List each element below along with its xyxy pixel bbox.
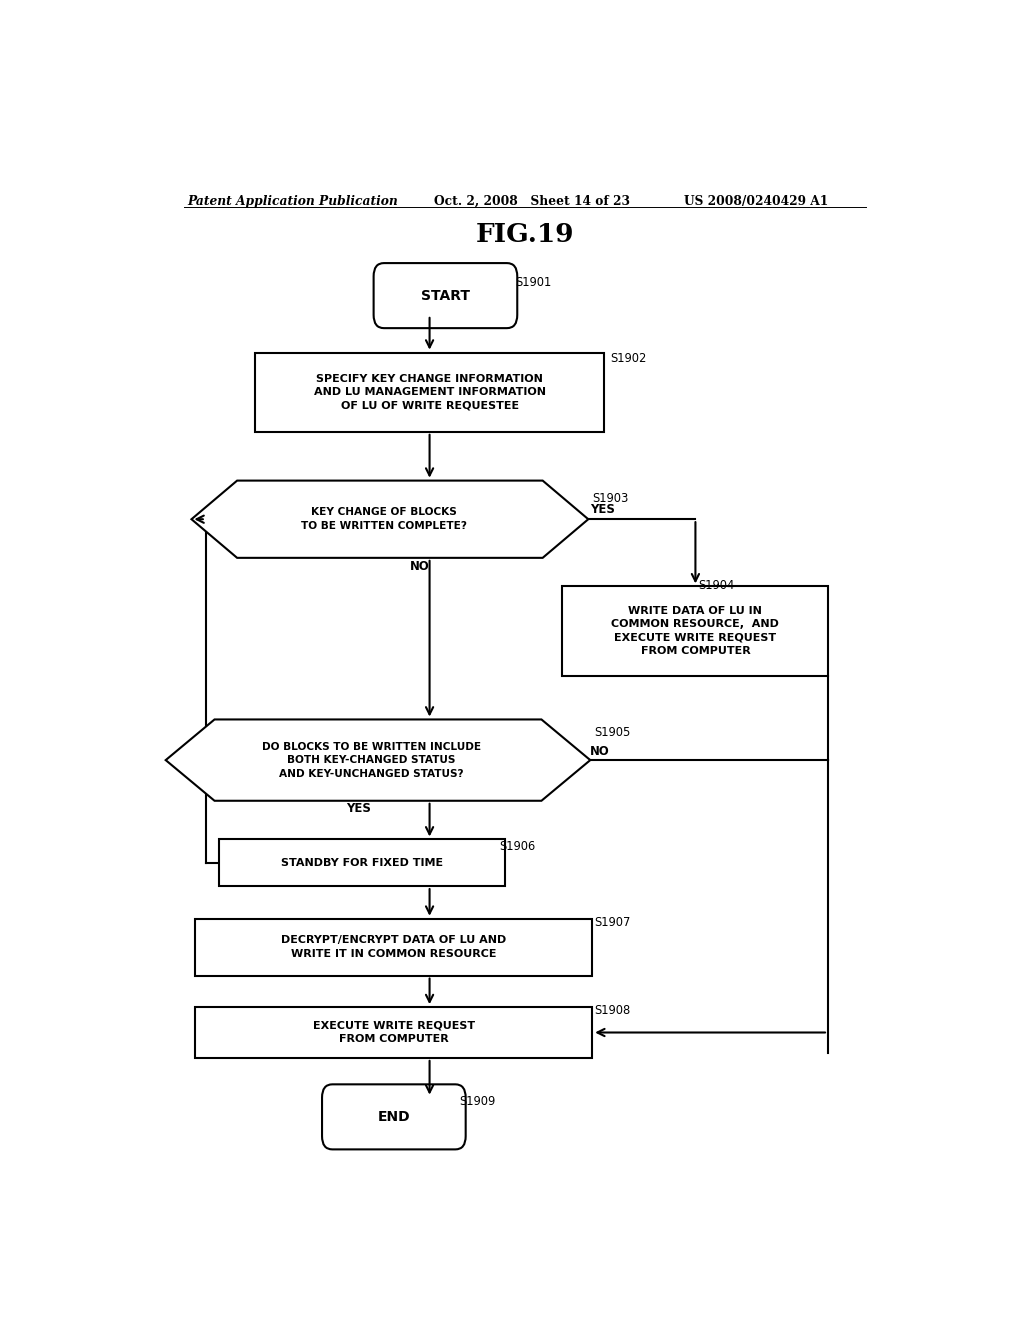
Text: FIG.19: FIG.19 — [475, 223, 574, 247]
FancyBboxPatch shape — [562, 586, 828, 676]
Text: STANDBY FOR FIXED TIME: STANDBY FOR FIXED TIME — [281, 858, 443, 867]
FancyBboxPatch shape — [219, 840, 505, 886]
Text: SPECIFY KEY CHANGE INFORMATION
AND LU MANAGEMENT INFORMATION
OF LU OF WRITE REQU: SPECIFY KEY CHANGE INFORMATION AND LU MA… — [313, 374, 546, 411]
Text: EXECUTE WRITE REQUEST
FROM COMPUTER: EXECUTE WRITE REQUEST FROM COMPUTER — [312, 1020, 475, 1044]
Text: S1906: S1906 — [500, 840, 536, 853]
Text: KEY CHANGE OF BLOCKS
TO BE WRITTEN COMPLETE?: KEY CHANGE OF BLOCKS TO BE WRITTEN COMPL… — [300, 507, 467, 531]
Text: S1908: S1908 — [595, 1003, 631, 1016]
Text: S1902: S1902 — [610, 352, 647, 366]
Text: US 2008/0240429 A1: US 2008/0240429 A1 — [684, 195, 827, 209]
Text: Patent Application Publication: Patent Application Publication — [187, 195, 398, 209]
FancyBboxPatch shape — [322, 1084, 466, 1150]
Text: S1909: S1909 — [460, 1096, 496, 1107]
FancyBboxPatch shape — [255, 352, 604, 432]
FancyBboxPatch shape — [374, 263, 517, 329]
Text: YES: YES — [346, 803, 371, 816]
Text: YES: YES — [590, 503, 614, 516]
Text: S1905: S1905 — [595, 726, 631, 739]
Text: DO BLOCKS TO BE WRITTEN INCLUDE
BOTH KEY-CHANGED STATUS
AND KEY-UNCHANGED STATUS: DO BLOCKS TO BE WRITTEN INCLUDE BOTH KEY… — [262, 742, 481, 779]
Text: WRITE DATA OF LU IN
COMMON RESOURCE,  AND
EXECUTE WRITE REQUEST
FROM COMPUTER: WRITE DATA OF LU IN COMMON RESOURCE, AND… — [611, 606, 779, 656]
FancyBboxPatch shape — [196, 1007, 592, 1057]
Text: S1907: S1907 — [595, 916, 631, 929]
Text: NO: NO — [410, 561, 429, 573]
Polygon shape — [166, 719, 590, 801]
Text: S1904: S1904 — [697, 578, 734, 591]
Polygon shape — [191, 480, 588, 558]
Text: END: END — [378, 1110, 411, 1123]
Text: DECRYPT/ENCRYPT DATA OF LU AND
WRITE IT IN COMMON RESOURCE: DECRYPT/ENCRYPT DATA OF LU AND WRITE IT … — [282, 936, 507, 958]
Text: NO: NO — [590, 746, 609, 759]
FancyBboxPatch shape — [196, 919, 592, 975]
Text: S1901: S1901 — [515, 276, 552, 289]
Text: Oct. 2, 2008   Sheet 14 of 23: Oct. 2, 2008 Sheet 14 of 23 — [433, 195, 630, 209]
Text: S1903: S1903 — [592, 492, 629, 506]
Text: START: START — [421, 289, 470, 302]
